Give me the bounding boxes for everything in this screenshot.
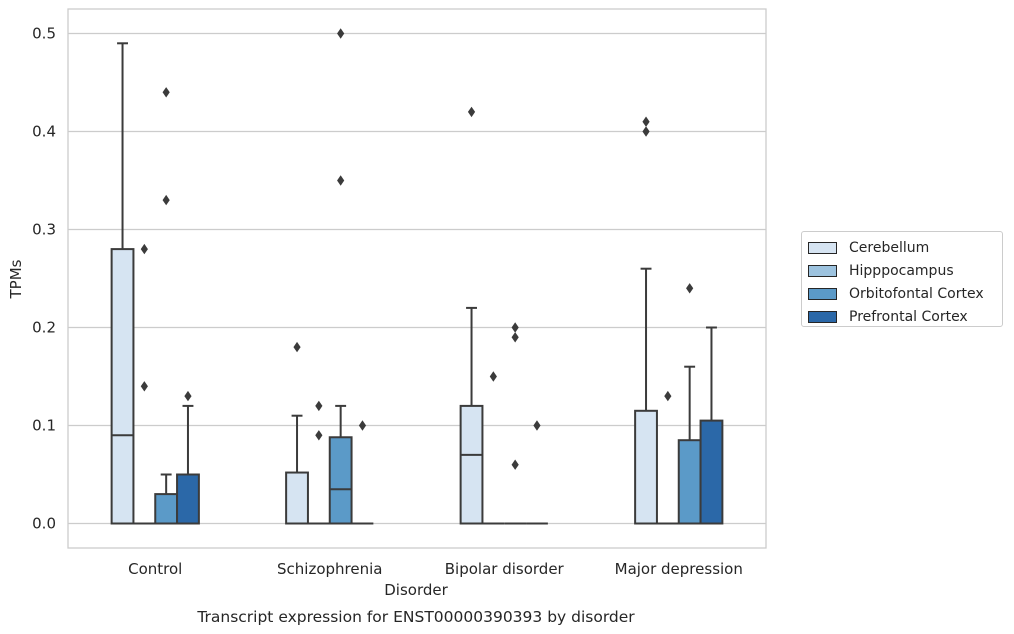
box-orbitofontal-cortex [504, 322, 527, 525]
box-prefrontal-cortex [699, 326, 724, 525]
y-tick-label: 0.0 [32, 515, 56, 533]
box-orbitofontal-cortex [154, 87, 179, 525]
outlier-point [642, 126, 650, 137]
outlier-point [140, 243, 148, 255]
outlier-point [686, 283, 694, 294]
outlier-point [489, 371, 497, 382]
y-tick-label: 0.4 [32, 123, 56, 141]
legend-item: Cerebellum [808, 236, 1002, 259]
x-tick-label: Bipolar disorder [445, 560, 565, 578]
iqr-box [110, 248, 135, 525]
outlier-point [664, 390, 672, 402]
legend-label: Cerebellum [849, 239, 930, 256]
outlier-point [358, 420, 367, 431]
y-tick-label: 0.3 [32, 221, 56, 239]
box-cerebellum [110, 42, 135, 525]
iqr-box [459, 404, 484, 525]
legend-swatch [808, 287, 837, 300]
outlier-point [511, 459, 519, 470]
y-axis-ticks: 0.0 0.1 0.2 0.3 0.4 0.5 [32, 25, 56, 533]
legend-label: Hipppocampus [849, 262, 954, 279]
legend-swatch [808, 241, 837, 254]
outlier-point [162, 87, 170, 98]
iqr-box [176, 473, 200, 525]
box-orbitofontal-cortex [328, 28, 353, 525]
iqr-box [677, 439, 702, 525]
outlier-point [642, 116, 650, 127]
outlier-point [337, 28, 345, 39]
y-axis-label: TPMs [7, 259, 25, 299]
outlier-point [511, 322, 519, 333]
y-tick-label: 0.1 [32, 417, 56, 435]
x-axis-label: Disorder [384, 581, 448, 599]
outlier-point [140, 381, 148, 392]
box-hipppocampus [656, 390, 679, 525]
legend: Cerebellum Hipppocampus Orbitofontal Corte… [801, 231, 1003, 327]
y-tick-label: 0.2 [32, 319, 56, 337]
iqr-box [154, 493, 179, 525]
legend-item: Prefrontal Cortex [808, 305, 1002, 328]
legend-swatch [808, 264, 837, 277]
iqr-box [699, 419, 724, 525]
box-hipppocampus [482, 371, 505, 525]
outlier-point [533, 420, 541, 431]
x-tick-label: Schizophrenia [277, 560, 382, 578]
legend-label: Orbitofontal Cortex [849, 285, 984, 302]
grid-layer [68, 32, 766, 525]
legend-label: Prefrontal Cortex [849, 308, 968, 325]
iqr-box [634, 409, 658, 525]
box-prefrontal-cortex [176, 390, 200, 525]
outlier-point [511, 332, 519, 343]
plot-frame [67, 8, 767, 549]
outlier-point [293, 341, 301, 353]
legend-swatch [808, 310, 837, 323]
outlier-point [315, 400, 323, 412]
box-hipppocampus [133, 243, 156, 525]
box-orbitofontal-cortex [677, 283, 702, 525]
box-layer [110, 28, 724, 525]
box-prefrontal-cortex [526, 420, 548, 525]
outlier-point [315, 430, 323, 441]
box-cerebellum [634, 116, 658, 525]
outlier-point [467, 106, 476, 118]
iqr-box [285, 471, 309, 525]
box-cerebellum [459, 106, 484, 525]
chart-title: Transcript expression for ENST0000039039… [196, 608, 635, 626]
x-tick-label: Major depression [615, 560, 743, 578]
y-tick-label: 0.5 [32, 25, 56, 43]
legend-item: Orbitofontal Cortex [808, 282, 1002, 305]
outlier-point [184, 390, 192, 402]
box-cerebellum [285, 341, 309, 525]
box-prefrontal-cortex [351, 420, 374, 525]
x-tick-label: Control [128, 560, 182, 578]
outlier-point [162, 194, 170, 206]
legend-item: Hipppocampus [808, 259, 1002, 282]
box-hipppocampus [307, 400, 330, 525]
iqr-box [328, 436, 353, 525]
x-axis-ticks: Control Schizophrenia Bipolar disorder Majo… [128, 560, 743, 578]
outlier-point [337, 175, 345, 186]
